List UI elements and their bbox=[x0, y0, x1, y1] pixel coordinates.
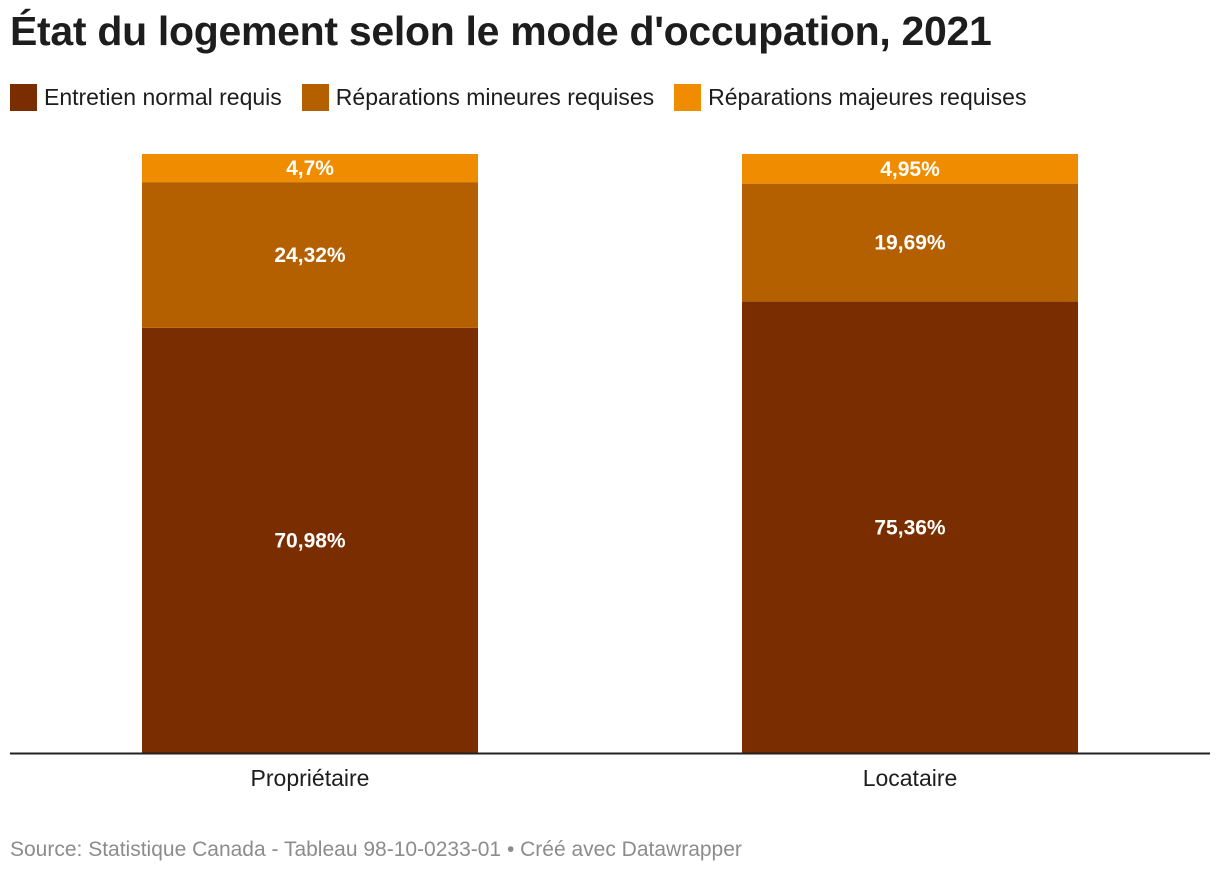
chart-title: État du logement selon le mode d'occupat… bbox=[10, 8, 992, 54]
legend-swatch-normal bbox=[10, 83, 37, 111]
legend-item-minor: Réparations mineures requises bbox=[301, 83, 655, 111]
data-label: 24,32% bbox=[274, 244, 346, 267]
source-note: Source: Statistique Canada - Tableau 98-… bbox=[10, 838, 742, 861]
bar-segment-proprietaire-s1 bbox=[142, 182, 478, 328]
data-label: 70,98% bbox=[274, 529, 346, 552]
bar-segment-proprietaire-s2 bbox=[142, 154, 478, 183]
legend-item-major: Réparations majeures requises bbox=[674, 83, 1027, 111]
legend-swatch-minor bbox=[301, 83, 329, 111]
data-label: 19,69% bbox=[874, 232, 946, 255]
bar-segment-locataire-s0 bbox=[742, 301, 1078, 753]
legend-item-normal: Entretien normal requis bbox=[10, 83, 282, 111]
legend-label-minor: Réparations mineures requises bbox=[335, 83, 655, 110]
bar-segment-locataire-s1 bbox=[742, 183, 1078, 302]
data-label: 4,95% bbox=[880, 158, 940, 181]
legend-label-major: Réparations majeures requises bbox=[708, 83, 1027, 110]
legend-label-normal: Entretien normal requis bbox=[44, 83, 282, 110]
category-label: Locataire bbox=[863, 765, 958, 791]
bar-segment-locataire-s2 bbox=[742, 154, 1078, 184]
bar-segment-proprietaire-s0 bbox=[142, 327, 478, 753]
data-label: 4,7% bbox=[286, 157, 334, 180]
legend-swatch-major bbox=[674, 83, 702, 111]
data-label: 75,36% bbox=[874, 516, 946, 539]
category-label: Propriétaire bbox=[251, 765, 370, 791]
chart-legend: Entretien normal requis Réparations mine… bbox=[10, 82, 1046, 112]
